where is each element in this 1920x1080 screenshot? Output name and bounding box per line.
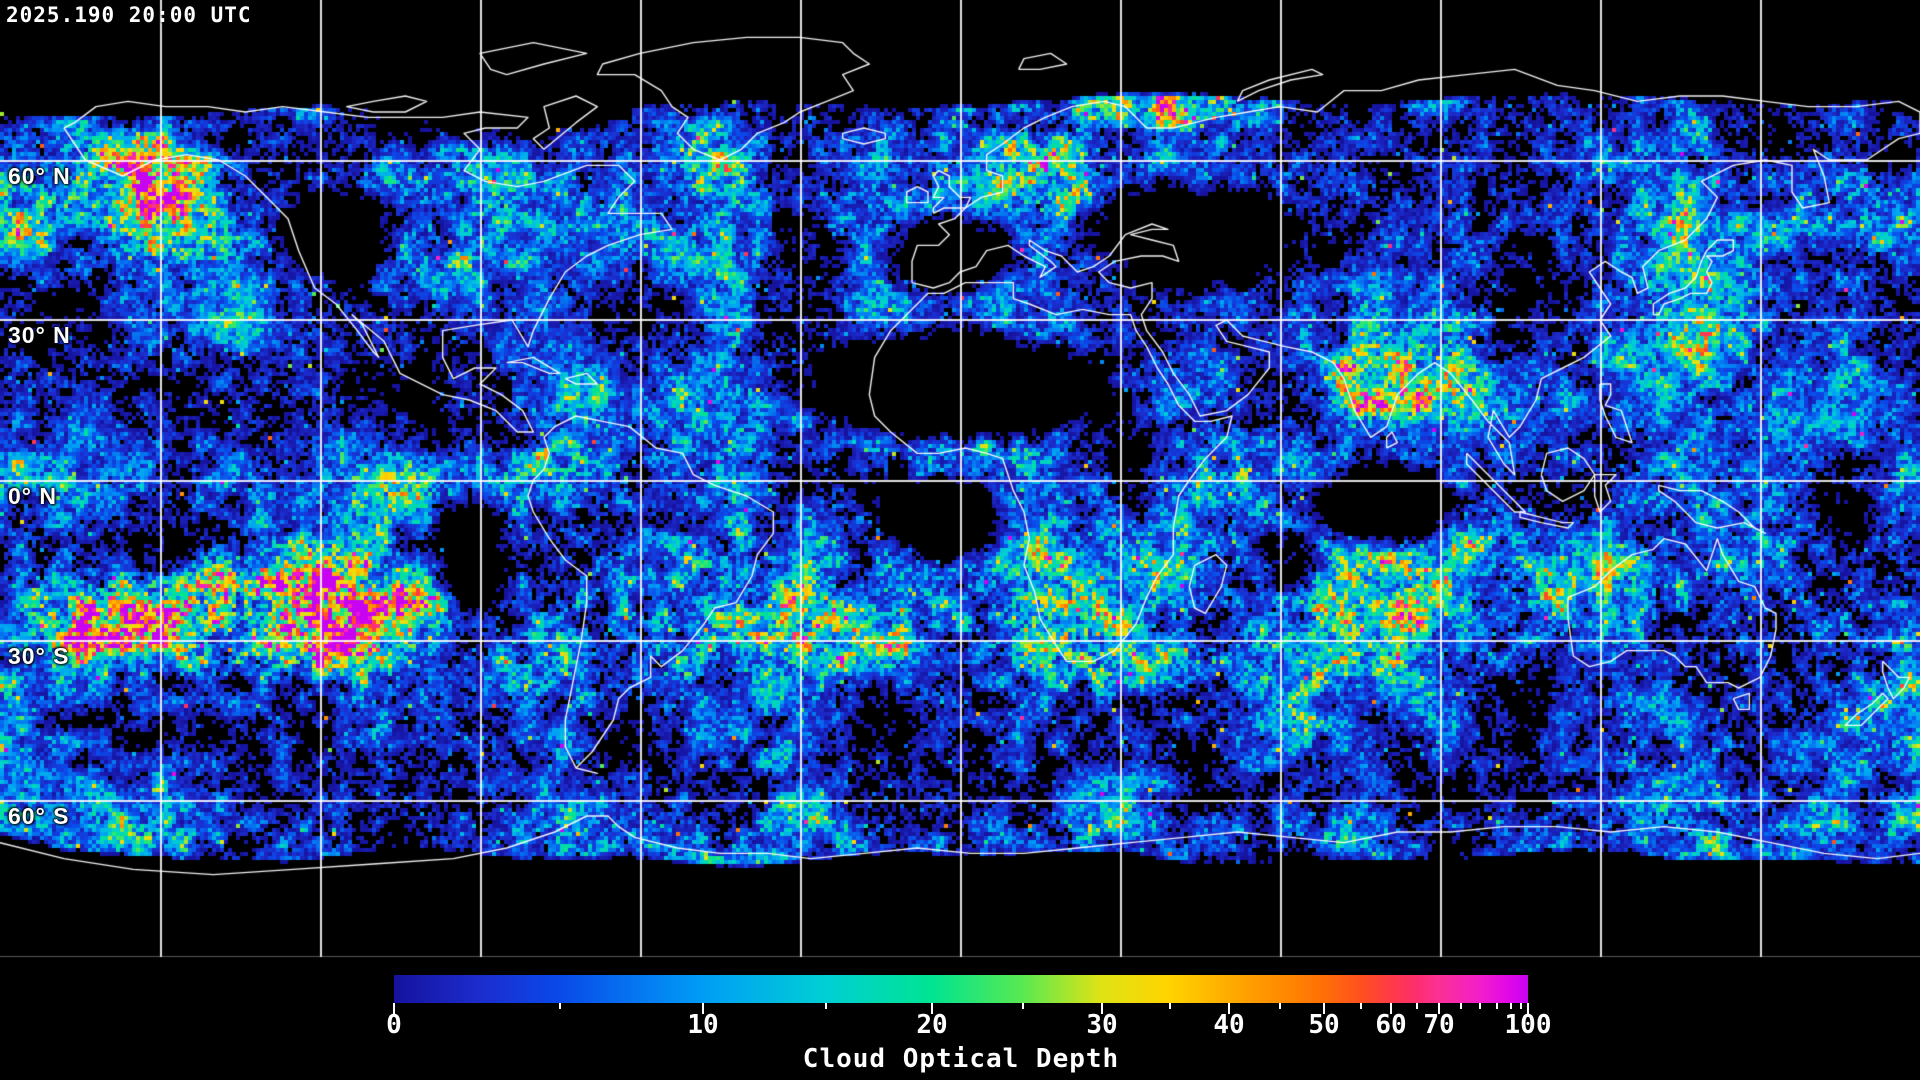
colorbar-title: Cloud Optical Depth (802, 1044, 1120, 1074)
colorbar-tick-label: 50 (1308, 1010, 1340, 1040)
colorbar-tick-label: 20 (916, 1010, 948, 1040)
world-cloud-map-canvas (0, 0, 1920, 962)
colorbar-major-tick (702, 1003, 704, 1014)
colorbar-tick-label: 70 (1423, 1010, 1455, 1040)
colorbar-minor-tick (1496, 1003, 1498, 1009)
colorbar-gradient (394, 975, 1528, 1003)
colorbar-minor-tick (825, 1003, 827, 1009)
colorbar-major-tick (1323, 1003, 1325, 1014)
colorbar-minor-tick (1510, 1003, 1512, 1009)
colorbar-major-tick (393, 1003, 395, 1014)
colorbar-tick-label: 30 (1086, 1010, 1118, 1040)
colorbar-minor-tick (1479, 1003, 1481, 1009)
colorbar-minor-tick (1460, 1003, 1462, 1009)
colorbar-minor-tick (1416, 1003, 1418, 1009)
colorbar-major-tick (1438, 1003, 1440, 1014)
timestamp: 2025.190 20:00 UTC (6, 3, 252, 27)
colorbar-minor-tick (1360, 1003, 1362, 1009)
latitude-label: 30° S (8, 643, 70, 669)
colorbar-major-tick (1390, 1003, 1392, 1014)
colorbar-major-tick (931, 1003, 933, 1014)
colorbar-minor-tick (559, 1003, 561, 1009)
colorbar-minor-tick (1169, 1003, 1171, 1009)
latitude-label: 60° N (8, 163, 71, 189)
colorbar-tick-label: 100 (1504, 1010, 1552, 1040)
colorbar-major-tick (1101, 1003, 1103, 1014)
latitude-label: 0° N (8, 483, 57, 509)
colorbar-minor-tick (1520, 1003, 1522, 1009)
colorbar-major-tick (1527, 1003, 1529, 1014)
colorbar-tick-label: 40 (1213, 1010, 1245, 1040)
colorbar-tick-label: 0 (386, 1010, 402, 1040)
colorbar-tick-label: 10 (687, 1010, 719, 1040)
colorbar-tick-label: 60 (1375, 1010, 1407, 1040)
latitude-label: 30° N (8, 322, 71, 348)
latitude-label: 60° S (8, 803, 70, 829)
colorbar-minor-tick (1022, 1003, 1024, 1009)
colorbar-minor-tick (1279, 1003, 1281, 1009)
colorbar-major-tick (1228, 1003, 1230, 1014)
